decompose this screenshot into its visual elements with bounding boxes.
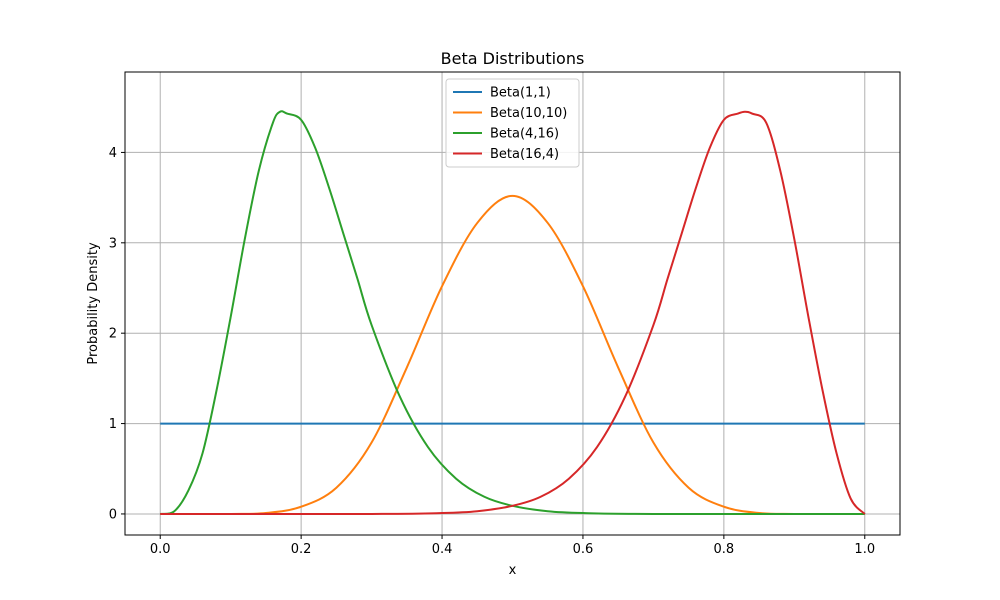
x-axis-label: x xyxy=(509,563,517,578)
x-tick-label: 0.4 xyxy=(432,542,453,557)
legend: Beta(1,1) Beta(10,10) Beta(4,16) Beta(16,4) xyxy=(445,78,580,168)
legend-label: Beta(16,4) xyxy=(490,147,559,162)
x-tick-label: 1.0 xyxy=(854,542,875,557)
x-tick-label: 0.6 xyxy=(573,542,594,557)
legend-label: Beta(4,16) xyxy=(490,127,559,142)
y-tick-label: 3 xyxy=(109,236,117,251)
legend-box xyxy=(445,78,580,168)
series-lines xyxy=(160,110,866,516)
chart-title: Beta Distributions xyxy=(441,49,585,68)
x-tick-label: 0.0 xyxy=(150,542,171,557)
y-tick-label: 4 xyxy=(109,146,117,161)
series-line-2 xyxy=(160,194,865,516)
legend-label: Beta(1,1) xyxy=(490,86,551,101)
x-axis-ticks: 0.0 0.2 0.4 0.6 0.8 1.0 xyxy=(150,535,875,557)
series-line-4 xyxy=(160,110,866,516)
legend-label: Beta(10,10) xyxy=(490,106,567,121)
plot-frame xyxy=(124,71,901,536)
y-axis-label: Probability Density xyxy=(86,242,101,365)
x-tick-label: 0.8 xyxy=(714,542,735,557)
y-tick-label: 2 xyxy=(109,327,117,342)
x-tick-label: 0.2 xyxy=(291,542,312,557)
y-tick-label: 0 xyxy=(109,507,117,522)
series-line-3 xyxy=(160,110,865,516)
y-axis-ticks: 0 1 2 3 4 xyxy=(109,146,125,522)
y-tick-label: 1 xyxy=(109,417,117,432)
